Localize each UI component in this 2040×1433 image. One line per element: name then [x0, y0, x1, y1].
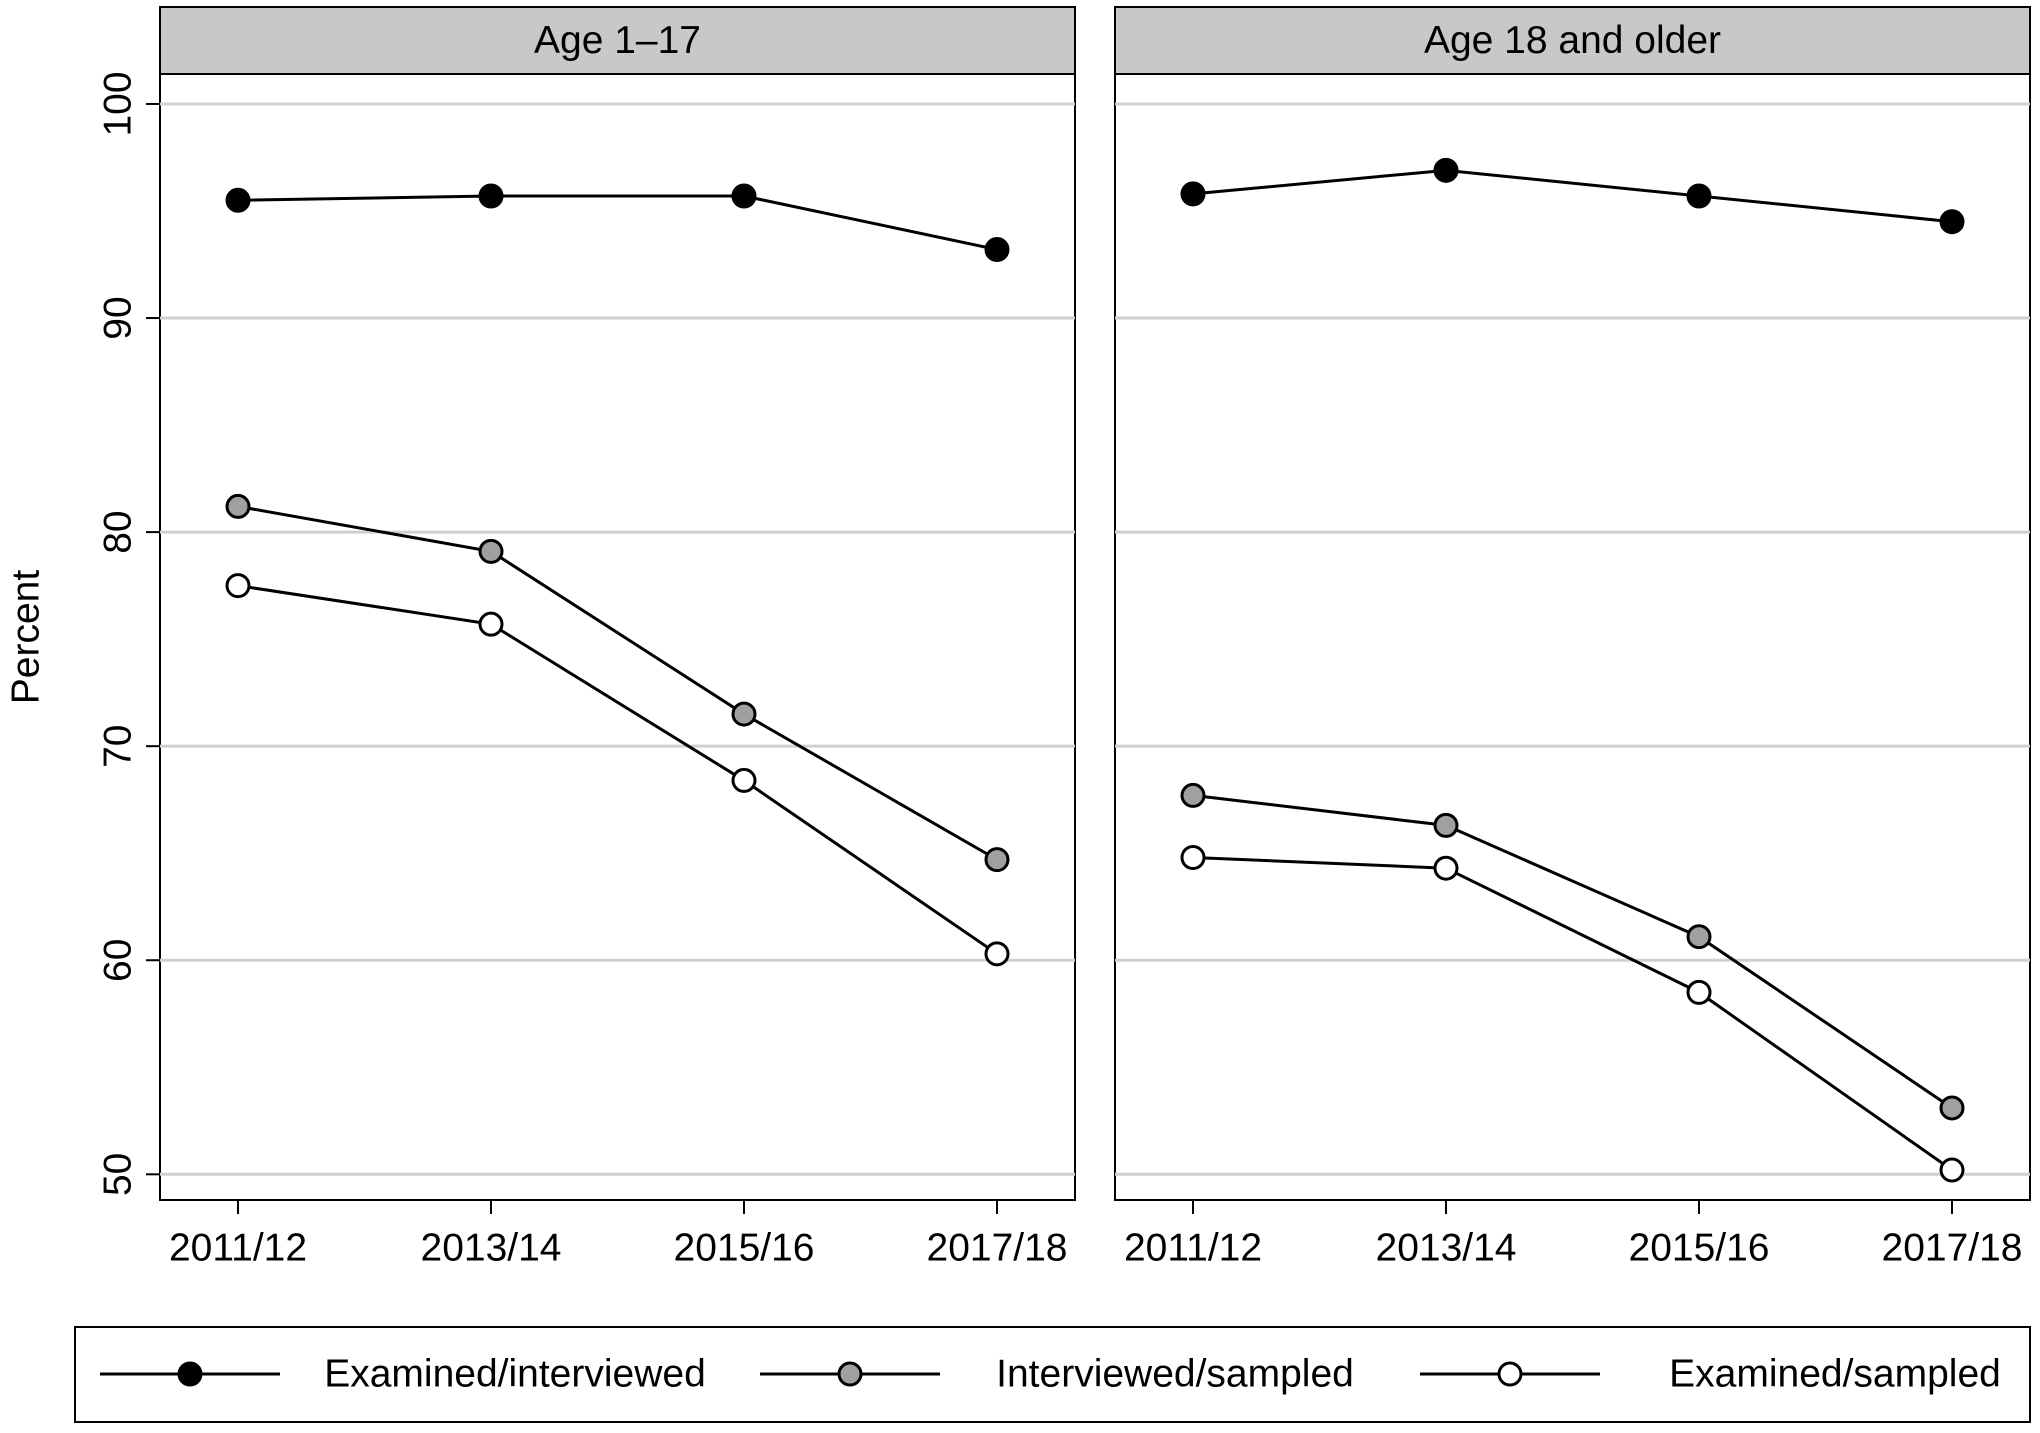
series-line: [237, 194, 998, 252]
data-point: [225, 573, 251, 599]
data-point: [1433, 157, 1459, 183]
data-point: [225, 187, 251, 213]
legend-marker: [177, 1361, 203, 1387]
data-point: [731, 767, 757, 793]
data-point: [1686, 979, 1712, 1005]
legend-box: [74, 1326, 2031, 1423]
x-tick-label: 2011/12: [1124, 1226, 1262, 1269]
y-tick-label: 50: [96, 1153, 139, 1196]
data-point: [731, 183, 757, 209]
panel-title: Age 1–17: [534, 19, 701, 62]
data-point: [1180, 844, 1206, 870]
x-tick-label: 2015/16: [1629, 1226, 1770, 1269]
y-axis-label: Percent: [4, 570, 47, 705]
x-tick-label: 2017/18: [927, 1226, 1068, 1269]
data-point: [1686, 924, 1712, 950]
data-point: [1939, 209, 1965, 235]
x-tick-label: 2015/16: [674, 1226, 815, 1269]
legend-label: Examined/interviewed: [324, 1352, 706, 1395]
data-point: [225, 493, 251, 519]
y-tick-label: 90: [96, 296, 139, 339]
panel-strip: [1114, 6, 2031, 75]
x-tick-label: 2013/14: [421, 1226, 562, 1269]
panel-strip: [159, 6, 1076, 75]
plot-area: [159, 73, 1076, 1201]
legend-label: Examined/sampled: [1669, 1352, 2001, 1395]
data-point: [1433, 812, 1459, 838]
data-point: [1180, 782, 1206, 808]
data-point: [478, 611, 504, 637]
y-tick-label: 60: [96, 939, 139, 982]
data-point: [984, 941, 1010, 967]
series-line: [237, 504, 998, 861]
legend-marker: [1497, 1361, 1523, 1387]
series-line: [1192, 793, 1953, 1110]
series-line: [1192, 855, 1953, 1172]
series-line: [237, 584, 998, 956]
series-line: [1192, 168, 1953, 224]
data-point: [984, 237, 1010, 263]
legend-label: Interviewed/sampled: [996, 1352, 1354, 1395]
data-point: [478, 538, 504, 564]
plot-area: [1114, 73, 2031, 1201]
x-tick-label: 2017/18: [1882, 1226, 2023, 1269]
data-point: [478, 183, 504, 209]
y-tick-label: 80: [96, 510, 139, 553]
data-point: [1433, 855, 1459, 881]
data-point: [1939, 1095, 1965, 1121]
legend-marker: [837, 1361, 863, 1387]
data-point: [731, 701, 757, 727]
data-point: [1939, 1157, 1965, 1183]
x-tick-label: 2011/12: [169, 1226, 307, 1269]
x-tick-label: 2013/14: [1376, 1226, 1517, 1269]
panel-title: Age 18 and older: [1424, 19, 1721, 62]
data-point: [984, 847, 1010, 873]
y-tick-label: 100: [96, 71, 139, 136]
y-tick-label: 70: [96, 724, 139, 767]
data-point: [1180, 181, 1206, 207]
data-point: [1686, 183, 1712, 209]
